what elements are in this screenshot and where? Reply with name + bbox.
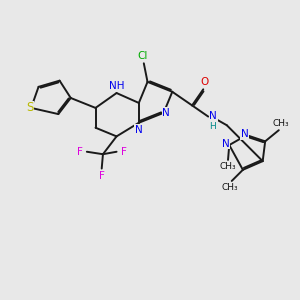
- Text: F: F: [121, 147, 126, 157]
- Text: NH: NH: [109, 81, 124, 91]
- Text: CH₃: CH₃: [220, 162, 236, 171]
- Text: N: N: [162, 108, 170, 118]
- Text: N: N: [241, 129, 248, 139]
- Text: S: S: [26, 101, 34, 114]
- Text: F: F: [99, 171, 105, 181]
- Text: Cl: Cl: [137, 51, 148, 61]
- Text: CH₃: CH₃: [221, 183, 238, 192]
- Text: N: N: [222, 139, 230, 149]
- Text: H: H: [209, 122, 216, 131]
- Text: O: O: [200, 77, 208, 87]
- Text: CH₃: CH₃: [272, 119, 289, 128]
- Text: N: N: [209, 111, 217, 121]
- Text: N: N: [135, 125, 143, 135]
- Text: F: F: [77, 147, 83, 157]
